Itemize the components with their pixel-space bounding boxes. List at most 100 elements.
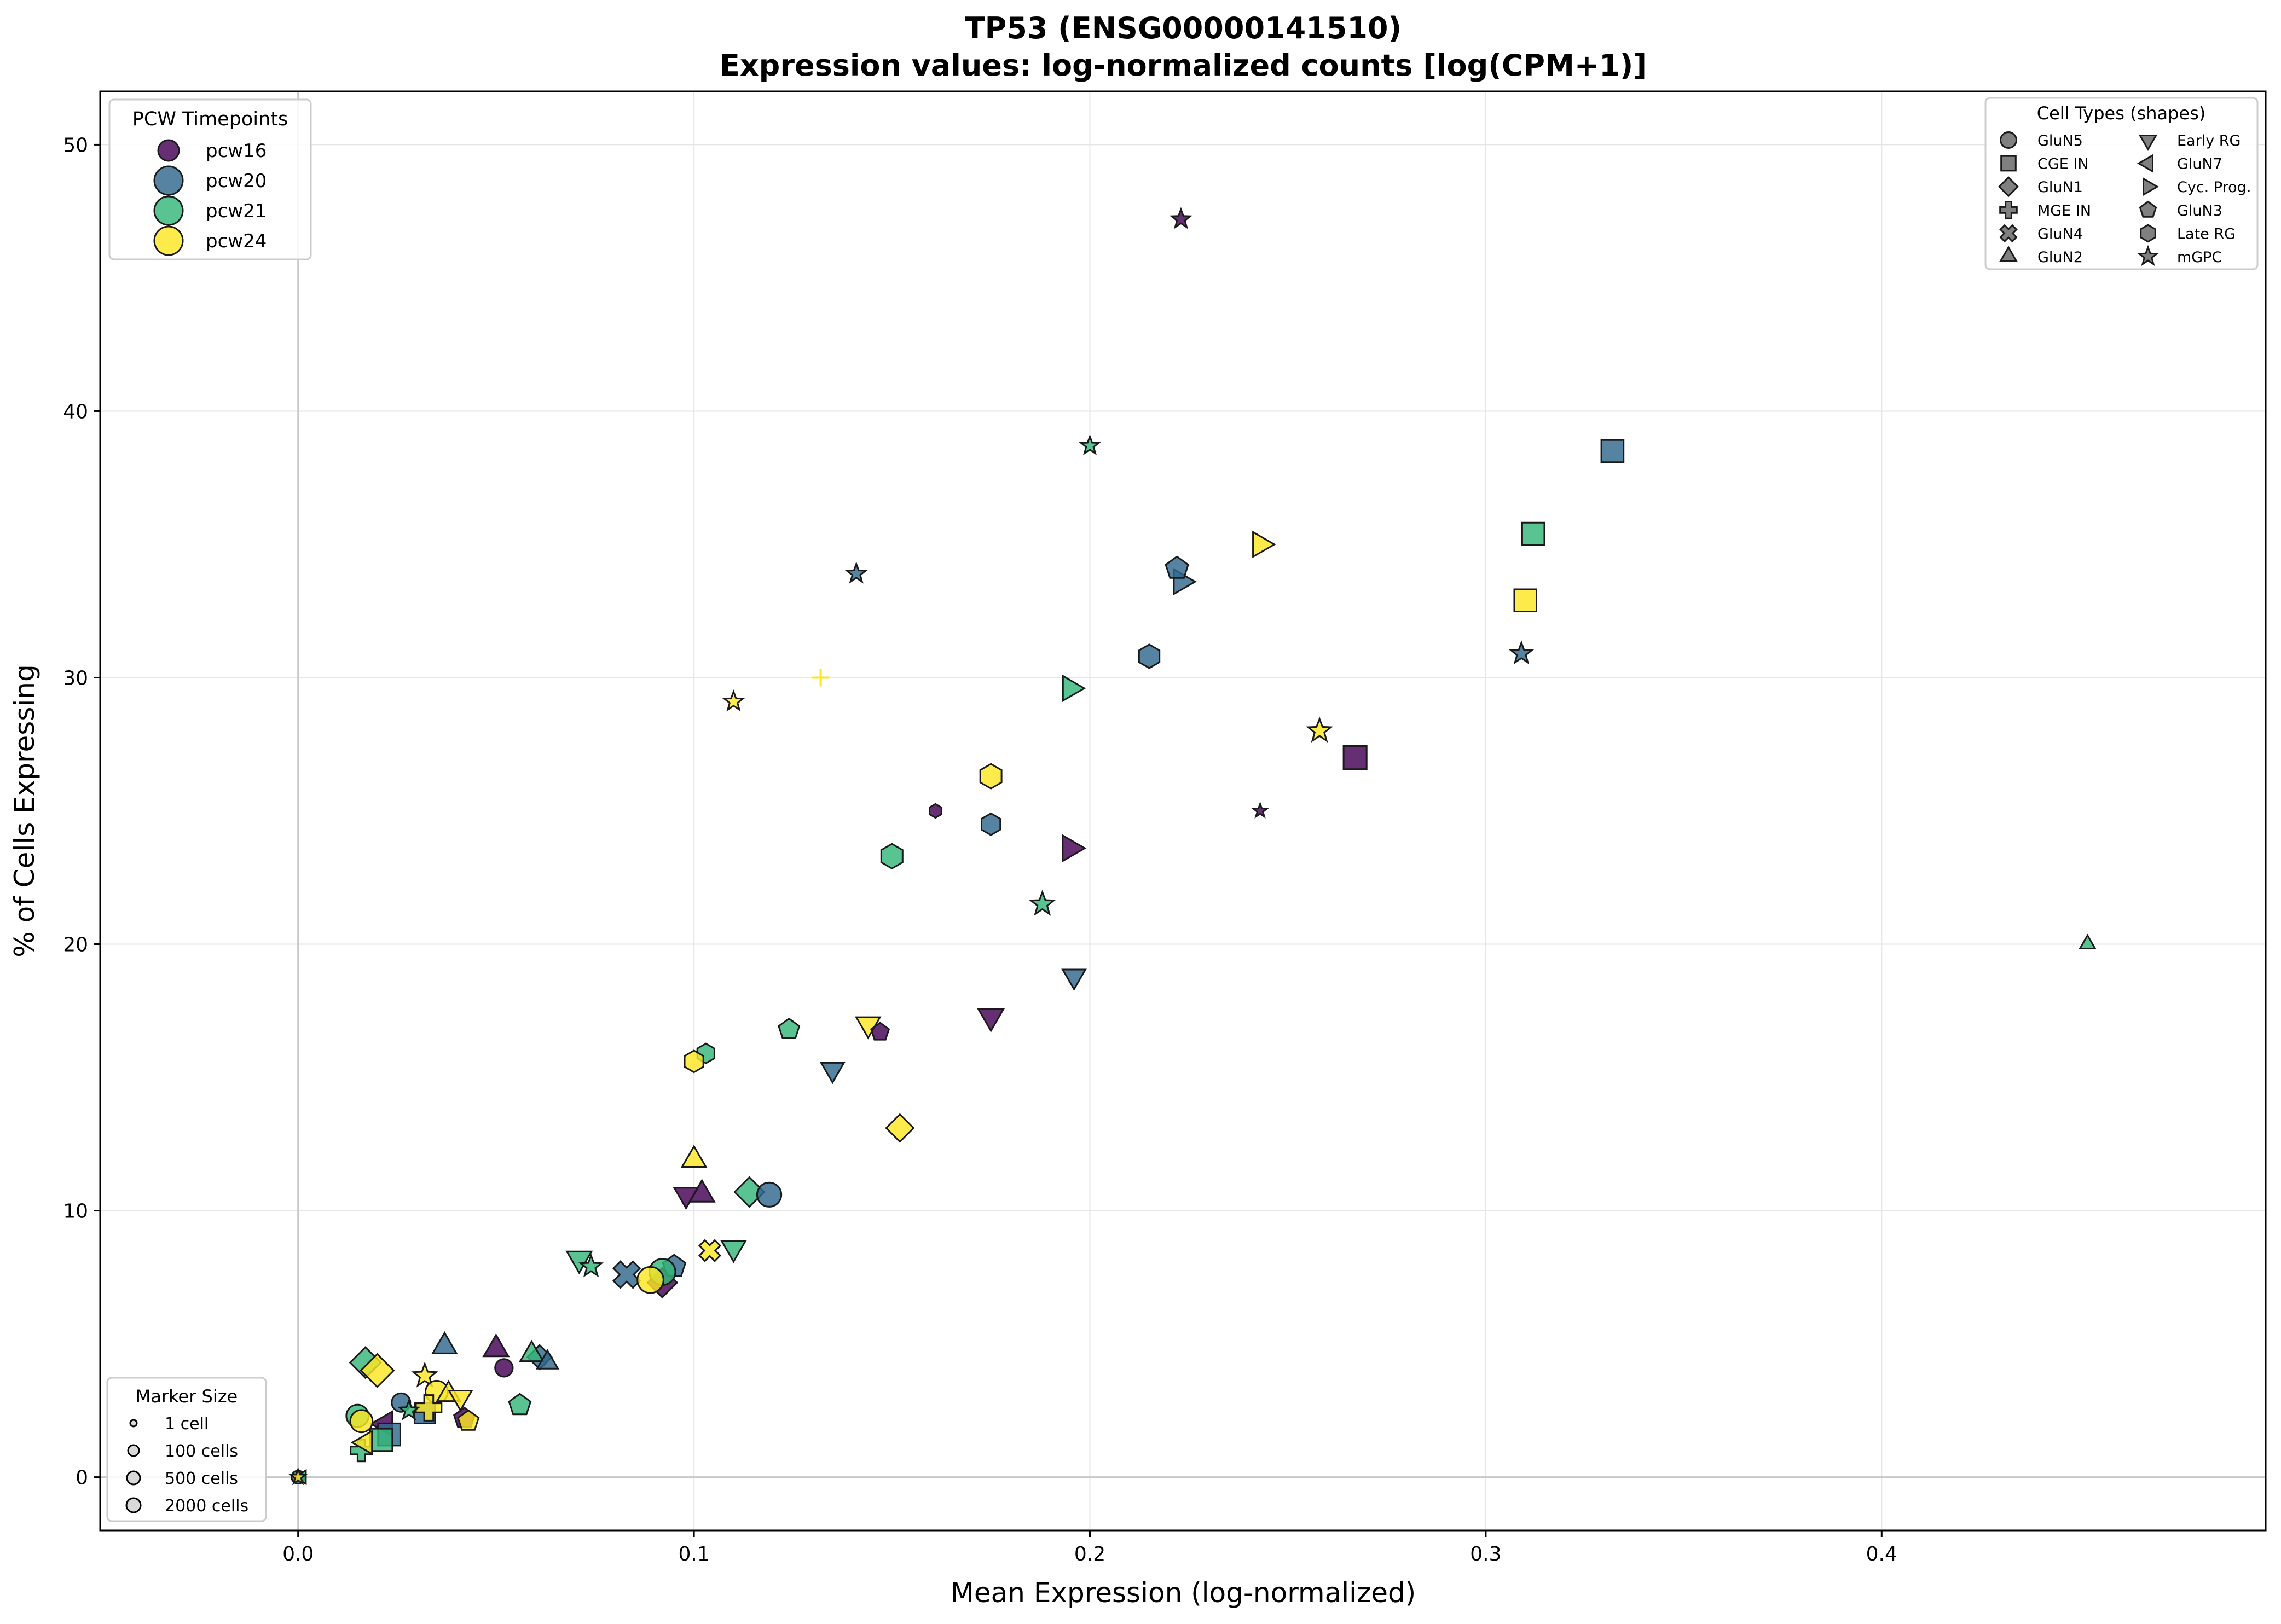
data-point — [482, 1333, 510, 1358]
data-point — [457, 1409, 480, 1431]
y-axis-label: % of Cells Expressing — [9, 664, 40, 957]
timepoint-legend-marker — [153, 195, 184, 226]
timepoint-legend-label: pcw21 — [206, 200, 267, 222]
data-point — [979, 763, 1003, 790]
cell-type-legend-marker — [2000, 131, 2017, 149]
chart-title: TP53 (ENSG00000141510) — [965, 11, 1402, 45]
x-tick-label: 0.4 — [1866, 1543, 1897, 1565]
y-tick-label: 50 — [63, 134, 88, 156]
cell-type-legend-label: Early RG — [2177, 132, 2241, 149]
timepoint-legend: PCW Timepoints pcw16 pcw20 pcw21 pcw24 — [108, 98, 312, 260]
data-point — [431, 1331, 458, 1354]
timepoint-legend-marker — [153, 165, 184, 196]
data-point — [1306, 716, 1334, 743]
cell-type-legend-title: Cell Types (shapes) — [2037, 103, 2206, 124]
timepoint-legend-label: pcw20 — [206, 170, 267, 192]
data-point — [519, 1339, 545, 1362]
marker-size-legend-marker — [129, 1419, 138, 1428]
data-point — [698, 1239, 722, 1262]
plot-frame — [99, 90, 2267, 1532]
data-point — [981, 812, 1001, 836]
reference-lines — [100, 91, 2266, 1530]
data-point — [535, 1349, 560, 1370]
timepoint-legend-items: pcw16 pcw20 pcw21 pcw24 — [153, 139, 267, 256]
x-tick-label: 0.2 — [1074, 1543, 1105, 1565]
cell-type-legend-marker — [2143, 177, 2160, 196]
cell-type-legend-items: GluN5 CGE IN GluN1 MGE IN GluN4 GluN2 Early RG… — [1998, 131, 2251, 266]
marker-size-legend-items: 1 cell 100 cells 500 cells 2000 cells — [125, 1414, 248, 1516]
x-tick-label: 0.1 — [678, 1543, 709, 1565]
data-point — [1079, 434, 1101, 455]
axis-ticks: 0.0 0.1 0.2 0.3 0.4 0 10 20 30 40 50 — [63, 134, 1897, 1565]
data-point — [397, 1398, 421, 1420]
data-point — [885, 1113, 915, 1143]
cell-type-legend-marker — [2137, 245, 2160, 266]
data-point — [508, 1393, 532, 1416]
data-point — [929, 803, 942, 819]
data-points — [288, 207, 2097, 1486]
data-point — [812, 669, 830, 687]
marker-size-legend-label: 100 cells — [165, 1442, 238, 1461]
timepoint-legend-title: PCW Timepoints — [132, 108, 288, 130]
cell-type-legend-marker — [2139, 200, 2157, 218]
cell-type-legend-label: Late RG — [2177, 225, 2236, 242]
data-point — [494, 1358, 514, 1378]
data-point — [1028, 890, 1056, 916]
marker-size-legend-label: 2000 cells — [165, 1497, 248, 1516]
data-point — [612, 1260, 641, 1289]
cell-type-legend-marker — [2140, 224, 2156, 243]
cell-type-legend-label: GluN7 — [2177, 156, 2222, 173]
data-point — [1342, 745, 1368, 770]
data-point — [447, 1390, 473, 1412]
marker-size-legend-marker — [125, 1497, 142, 1513]
data-point — [1251, 801, 1269, 819]
cell-type-legend-label: GluN4 — [2037, 225, 2083, 242]
data-point — [844, 561, 868, 584]
timepoint-legend-label: pcw24 — [206, 230, 267, 252]
data-point — [1513, 588, 1537, 612]
cell-type-legend-marker — [1999, 201, 2018, 219]
cell-type-legend-marker — [1998, 176, 2019, 198]
data-point — [578, 1253, 604, 1278]
data-point — [350, 1429, 373, 1455]
data-point — [880, 843, 904, 870]
cell-type-legend-label: CGE IN — [2037, 156, 2089, 173]
data-point — [1062, 674, 1086, 703]
data-point — [680, 1145, 708, 1168]
data-point — [720, 1240, 747, 1263]
x-tick-label: 0.3 — [1470, 1543, 1501, 1565]
data-point — [2078, 933, 2097, 949]
x-tick-label: 0.0 — [282, 1543, 314, 1565]
marker-size-legend-label: 500 cells — [165, 1469, 238, 1488]
data-point — [1508, 640, 1535, 665]
cell-type-legend-marker — [2138, 135, 2158, 152]
marker-size-legend-box — [106, 1377, 267, 1522]
data-point — [819, 1062, 846, 1084]
cell-type-legend-label: GluN3 — [2177, 202, 2222, 219]
marker-size-legend-marker — [127, 1444, 140, 1457]
data-point — [722, 689, 745, 712]
data-point — [360, 1353, 395, 1388]
data-point — [349, 1409, 374, 1434]
cell-type-legend-box — [1984, 97, 2259, 270]
data-point — [411, 1361, 439, 1388]
cell-type-legend: Cell Types (shapes) GluN5 CGE IN GluN1 MGE … — [1984, 97, 2259, 270]
cell-type-legend-label: GluN5 — [2037, 132, 2083, 149]
chart-subtitle: Expression values: log-normalized counts… — [720, 48, 1647, 83]
data-point — [870, 1022, 890, 1041]
y-tick-label: 20 — [63, 934, 88, 956]
data-point — [1165, 555, 1189, 579]
cell-type-legend-label: MGE IN — [2037, 202, 2091, 219]
y-tick-label: 40 — [63, 401, 88, 423]
cell-type-legend-marker — [1999, 245, 2018, 262]
y-tick-label: 30 — [63, 667, 88, 689]
marker-size-legend-marker — [126, 1470, 141, 1486]
data-point — [1600, 439, 1625, 463]
data-point — [415, 1394, 443, 1422]
timepoint-legend-marker — [153, 225, 184, 256]
data-point — [369, 1428, 393, 1452]
data-point — [1252, 530, 1276, 559]
data-point — [778, 1017, 801, 1039]
data-point — [976, 1008, 1005, 1033]
